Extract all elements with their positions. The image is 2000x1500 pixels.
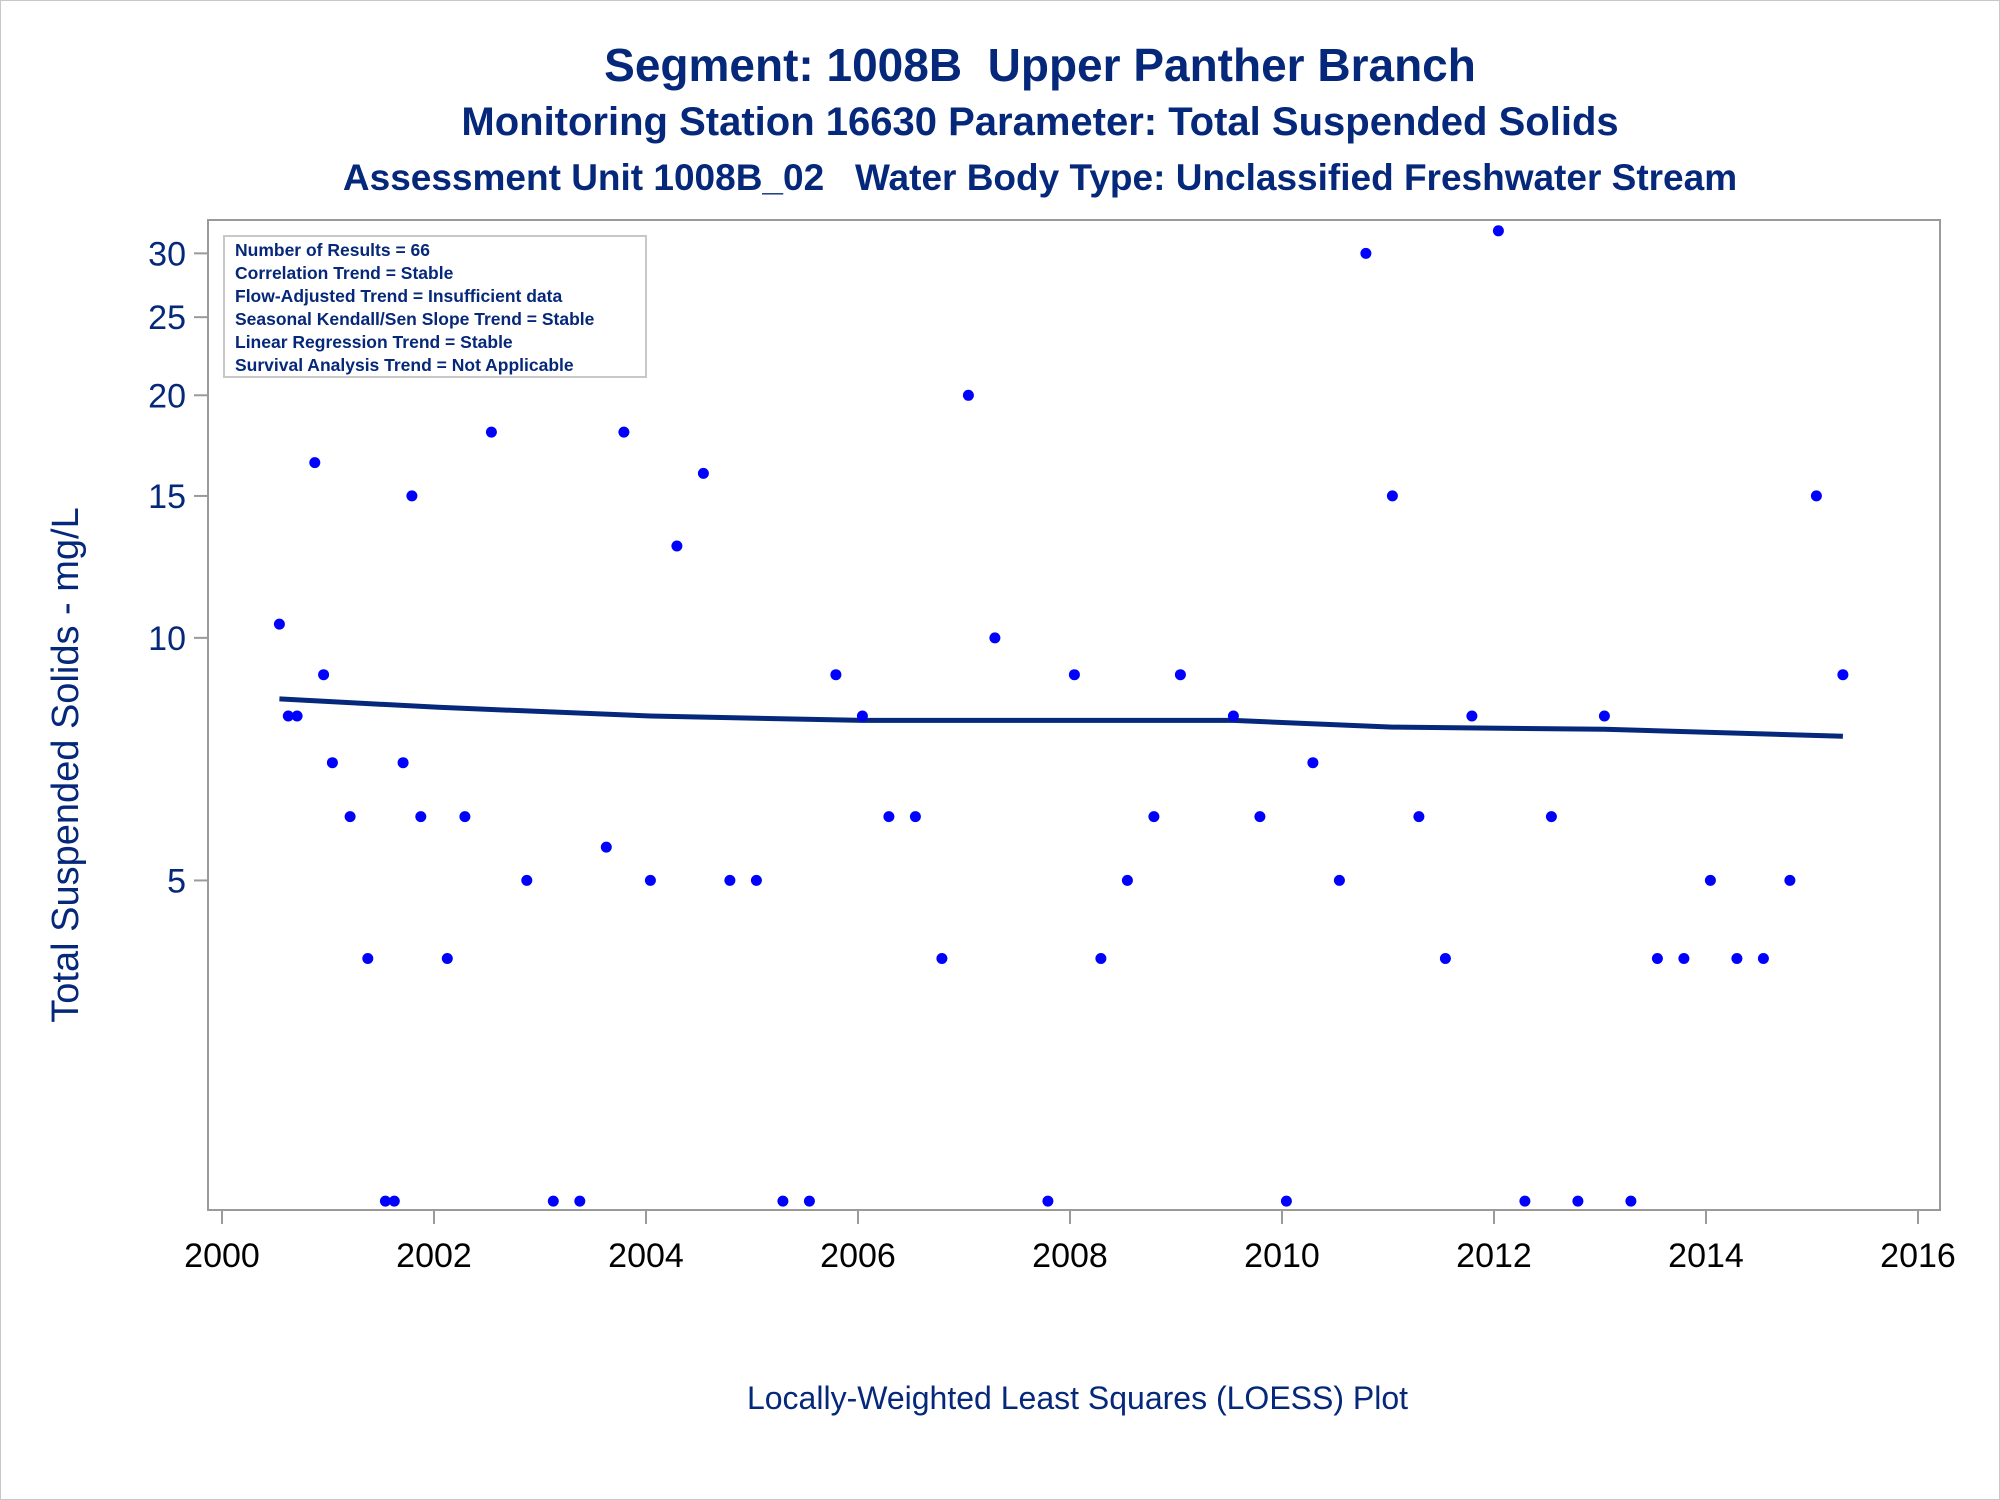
data-point (909, 811, 921, 823)
data-point (1148, 811, 1160, 823)
data-point (1095, 953, 1107, 964)
data-point (777, 1195, 789, 1207)
data-point (547, 1195, 559, 1207)
data-point (1492, 225, 1504, 237)
chart-title: Segment: 1008B Upper Panther Branch (604, 39, 1476, 91)
data-point (1519, 1195, 1531, 1207)
data-point (1678, 953, 1690, 964)
loess-line (279, 696, 1843, 739)
data-point (1042, 1195, 1054, 1207)
x-tick-label: 2012 (1456, 1237, 1532, 1275)
data-point (1254, 811, 1266, 823)
data-point (326, 757, 338, 769)
plot-area (207, 219, 1941, 1211)
data-point (962, 389, 974, 401)
data-point (936, 953, 948, 964)
data-point (1757, 953, 1769, 964)
data-point (1837, 669, 1849, 681)
data-point (618, 426, 630, 438)
chart-subtitle: Monitoring Station 16630 Parameter: Tota… (461, 100, 1619, 144)
data-point (521, 874, 533, 886)
data-point (1810, 490, 1822, 502)
data-point (750, 874, 762, 886)
data-point (406, 490, 418, 502)
y-tick-label: 30 (148, 235, 186, 273)
data-point (1068, 669, 1080, 681)
stats-inset: Number of Results = 66 Correlation Trend … (223, 235, 647, 378)
data-point (574, 1195, 586, 1207)
data-point (415, 811, 427, 823)
data-point (344, 811, 356, 823)
data-point (1360, 247, 1372, 259)
data-point (989, 632, 1001, 644)
stats-inset-line: Number of Results = 66 (235, 240, 430, 260)
stats-inset-line: Seasonal Kendall/Sen Slope Trend = Stabl… (235, 309, 595, 329)
data-point (830, 669, 842, 681)
data-point (1651, 953, 1663, 964)
x-tick-label: 2006 (820, 1237, 896, 1275)
data-point (1439, 953, 1451, 964)
data-point (1121, 874, 1133, 886)
stats-inset-line: Linear Regression Trend = Stable (235, 332, 513, 352)
x-tick-label: 2016 (1880, 1237, 1956, 1275)
x-tick-label: 2000 (184, 1237, 260, 1275)
x-tick-label: 2004 (608, 1237, 684, 1275)
data-point (803, 1195, 815, 1207)
x-tick-label: 2008 (1032, 1237, 1108, 1275)
data-point (1333, 874, 1345, 886)
y-tick-label: 5 (167, 862, 186, 900)
data-point (1413, 811, 1425, 823)
y-tick-label: 25 (148, 299, 186, 337)
stats-inset-box (223, 235, 647, 378)
x-tick-label: 2010 (1244, 1237, 1320, 1275)
data-point (362, 953, 374, 964)
data-point (1386, 490, 1398, 502)
data-point (1572, 1195, 1584, 1207)
data-point (724, 874, 736, 886)
data-point (883, 811, 895, 823)
data-point (697, 467, 709, 479)
data-point (856, 710, 868, 722)
y-axis-label: Total Suspended Solids - mg/L (45, 507, 87, 1022)
x-tick-label: 2014 (1668, 1237, 1744, 1275)
data-point (1598, 710, 1610, 722)
data-point (388, 1195, 400, 1207)
data-point (1731, 953, 1743, 964)
data-point (309, 457, 321, 469)
data-point (1784, 874, 1796, 886)
data-point (282, 710, 294, 722)
chart-subtitle-2: Assessment Unit 1008B_02 Water Body Type… (342, 157, 1738, 198)
data-point (397, 757, 409, 769)
chart-footnote: Locally-Weighted Least Squares (LOESS) P… (746, 1380, 1409, 1416)
data-point (459, 811, 471, 823)
data-point (485, 426, 497, 438)
data-point (671, 540, 683, 552)
data-point (1174, 669, 1186, 681)
data-point (291, 710, 303, 722)
data-point (1280, 1195, 1292, 1207)
data-point (1545, 811, 1557, 823)
stats-inset-line: Survival Analysis Trend = Not Applicable (235, 355, 574, 375)
data-point (379, 1195, 391, 1207)
data-point (318, 669, 330, 681)
stats-inset-line: Correlation Trend = Stable (235, 263, 454, 283)
stats-inset-line: Flow-Adjusted Trend = Insufficient data (235, 286, 562, 306)
x-tick-label: 2002 (396, 1237, 472, 1275)
data-point (1466, 710, 1478, 722)
y-tick-label: 20 (148, 377, 186, 415)
data-point (273, 618, 285, 630)
data-point (1307, 757, 1319, 769)
y-tick-label: 15 (148, 478, 186, 516)
data-point (1227, 710, 1239, 722)
data-point (644, 874, 656, 886)
data-point (1704, 874, 1716, 886)
y-tick-label: 10 (148, 620, 186, 658)
data-point (600, 841, 612, 853)
data-point (441, 953, 453, 964)
data-point (1625, 1195, 1637, 1207)
